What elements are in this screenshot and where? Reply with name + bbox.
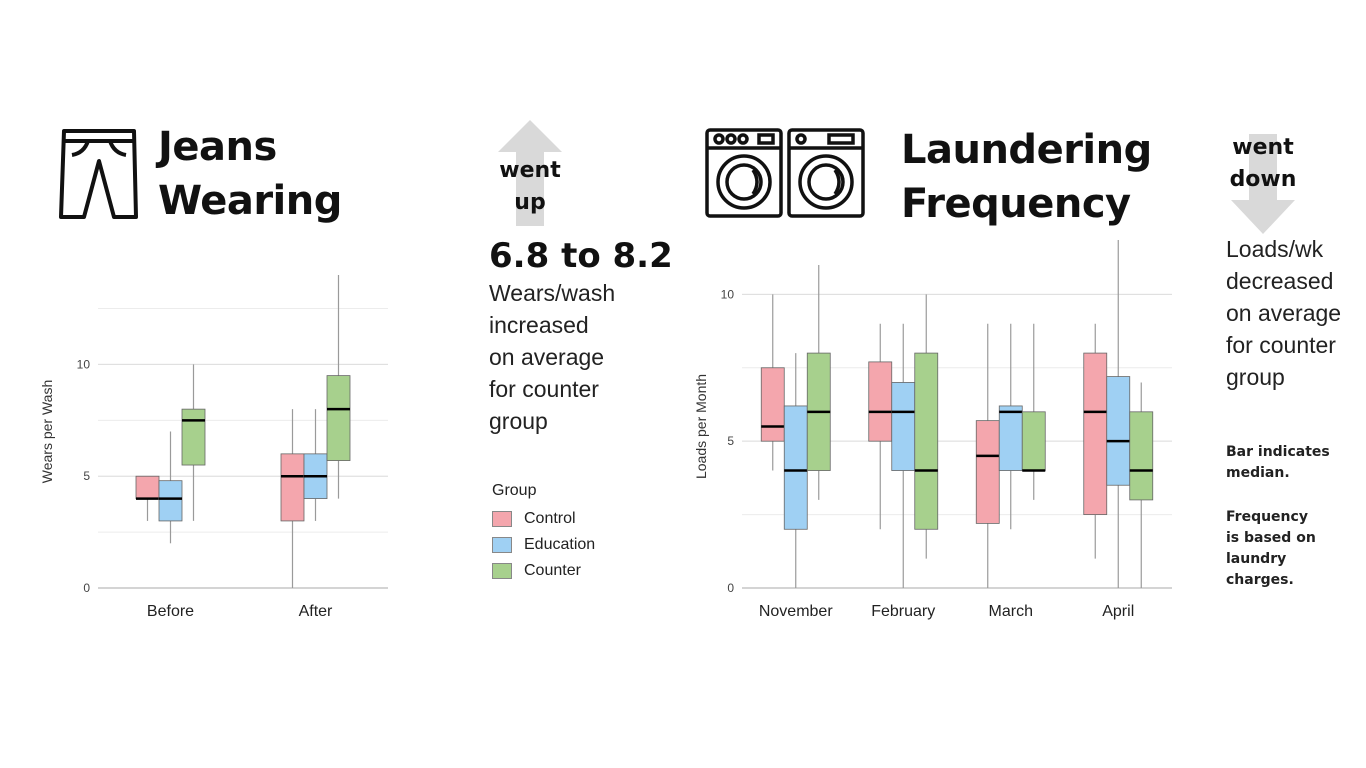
box-education-february bbox=[891, 323, 916, 588]
box-control-march bbox=[975, 323, 1000, 588]
box-education-november bbox=[783, 353, 808, 588]
box-control-november bbox=[760, 294, 785, 471]
legend-swatch-education bbox=[492, 537, 512, 553]
y-axis-label: Wears per Wash bbox=[39, 380, 55, 483]
right-desc-line: for counter bbox=[1226, 332, 1336, 358]
note-line: charges. bbox=[1226, 572, 1294, 588]
y-tick-label: 0 bbox=[83, 581, 90, 595]
box-education-after bbox=[303, 409, 328, 521]
box-body bbox=[1083, 352, 1108, 515]
y-tick-label: 5 bbox=[727, 434, 734, 448]
box-control-april bbox=[1083, 323, 1108, 559]
box-body bbox=[158, 480, 183, 522]
left-arrow-label-line2: up bbox=[514, 190, 546, 215]
right-desc-line: group bbox=[1226, 364, 1285, 390]
left-desc-line: group bbox=[489, 408, 548, 434]
jeans-wearing-chart: 0 5 10 Wears per Wash Before After bbox=[39, 275, 388, 620]
box-counter-after bbox=[326, 275, 351, 499]
legend-label: Control bbox=[524, 510, 576, 527]
box-control-before bbox=[135, 475, 160, 521]
x-tick-label: After bbox=[299, 603, 333, 620]
box-body bbox=[868, 361, 893, 442]
laundering-frequency-chart: 0 5 10 Loads per Month November February March… bbox=[693, 240, 1172, 620]
right-arrow-label-line2: down bbox=[1229, 167, 1297, 192]
box-body bbox=[975, 420, 1000, 524]
legend-item-control: Control bbox=[492, 506, 595, 532]
box-counter-february bbox=[914, 294, 939, 559]
right-desc-line: on average bbox=[1226, 300, 1342, 326]
right-desc-line: Loads/wk bbox=[1226, 236, 1324, 262]
box-body bbox=[1129, 411, 1154, 501]
box-education-before bbox=[158, 431, 183, 544]
up-arrow-icon bbox=[498, 120, 562, 226]
note-line: laundry bbox=[1226, 551, 1287, 567]
legend-label: Counter bbox=[524, 562, 581, 579]
note-line: Frequency bbox=[1226, 509, 1308, 525]
box-body bbox=[914, 352, 939, 530]
legend-label: Education bbox=[524, 536, 596, 553]
box-body bbox=[1106, 376, 1131, 486]
y-tick-label: 10 bbox=[77, 357, 91, 371]
note-line: is based on bbox=[1226, 530, 1316, 546]
left-desc-line: on average bbox=[489, 344, 605, 370]
legend: Group Control Education Counter bbox=[492, 482, 595, 584]
x-tick-label: Before bbox=[147, 603, 194, 620]
box-education-march bbox=[998, 323, 1023, 530]
x-tick-label: February bbox=[871, 603, 935, 620]
y-tick-label: 0 bbox=[727, 581, 734, 595]
left-arrow-label-line1: went bbox=[499, 158, 561, 183]
box-control-after bbox=[280, 409, 305, 588]
right-arrow-label-line1: went bbox=[1232, 135, 1294, 160]
left-desc-line: for counter bbox=[489, 376, 599, 402]
note-line: Bar indicates bbox=[1226, 444, 1330, 460]
legend-title: Group bbox=[492, 482, 537, 499]
left-desc-line: increased bbox=[489, 312, 589, 338]
x-tick-label: March bbox=[989, 603, 1033, 620]
legend-swatch-counter bbox=[492, 563, 512, 579]
y-tick-label: 10 bbox=[721, 287, 735, 301]
box-body bbox=[891, 382, 916, 471]
box-body bbox=[1021, 411, 1046, 471]
box-counter-march bbox=[1021, 323, 1046, 500]
change-value: 6.8 to 8.2 bbox=[489, 236, 673, 276]
legend-swatch-control bbox=[492, 511, 512, 527]
right-desc-line: decreased bbox=[1226, 268, 1334, 294]
box-counter-april bbox=[1129, 382, 1154, 588]
box-body bbox=[760, 367, 785, 442]
jeans-icon bbox=[59, 129, 138, 219]
right-title-line2: Frequency bbox=[901, 181, 1131, 227]
box-body bbox=[326, 375, 351, 461]
box-body bbox=[783, 405, 808, 530]
legend-item-education: Education bbox=[492, 532, 595, 558]
box-body bbox=[135, 475, 160, 499]
right-title-line1: Laundering bbox=[901, 127, 1152, 173]
legend-item-counter: Counter bbox=[492, 558, 595, 584]
box-counter-before bbox=[181, 364, 206, 521]
down-arrow-icon bbox=[1231, 134, 1295, 234]
x-tick-label: April bbox=[1102, 603, 1134, 620]
y-axis-label: Loads per Month bbox=[693, 374, 709, 479]
box-education-april bbox=[1106, 240, 1131, 588]
y-tick-label: 5 bbox=[83, 469, 90, 483]
washing-machine-icon bbox=[705, 128, 865, 218]
box-body bbox=[280, 453, 305, 522]
x-tick-label: November bbox=[759, 603, 833, 620]
left-title-line2: Wearing bbox=[158, 178, 342, 224]
note-line: median. bbox=[1226, 465, 1290, 481]
box-body bbox=[998, 405, 1023, 471]
box-counter-november bbox=[806, 265, 831, 500]
left-desc-line: Wears/wash bbox=[489, 280, 616, 306]
box-control-february bbox=[868, 323, 893, 530]
box-body bbox=[181, 408, 206, 466]
left-title-line1: Jeans bbox=[158, 124, 277, 170]
